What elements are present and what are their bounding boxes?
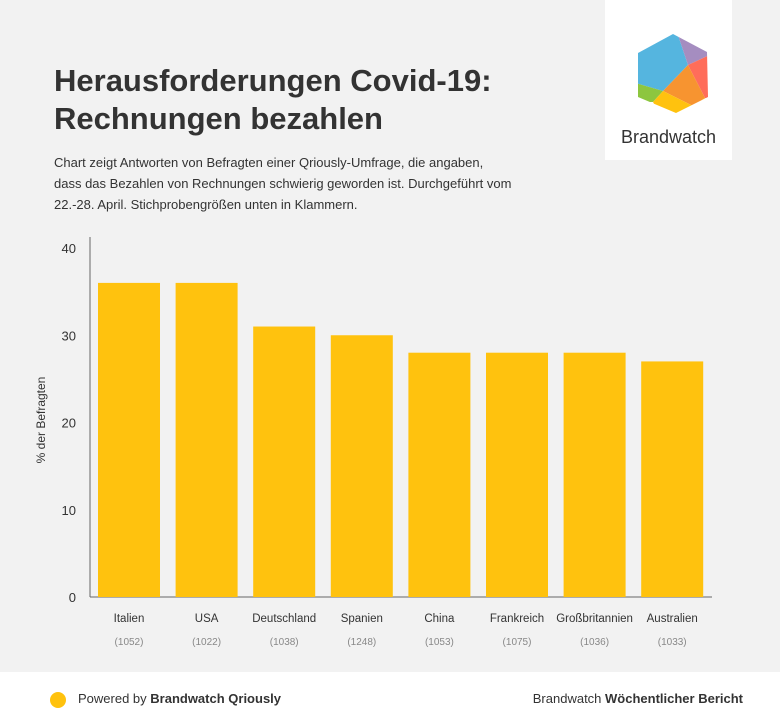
x-tick-label: Frankreich	[490, 613, 544, 625]
bar-usa	[175, 282, 238, 597]
bar-großbritannien	[563, 352, 626, 597]
title-line-1: Herausforderungen Covid-19:	[54, 63, 492, 98]
sample-size-label: (1052)	[115, 637, 144, 648]
y-tick-label: 30	[62, 328, 76, 343]
y-tick-label: 20	[62, 416, 76, 431]
bar-frankreich	[486, 352, 548, 597]
sample-size-label: (1038)	[270, 637, 299, 648]
x-tick-label: China	[424, 613, 455, 625]
weekly-report: Brandwatch Wöchentlicher Bericht	[533, 691, 743, 706]
powered-by: Powered by Brandwatch Qriously	[78, 691, 281, 706]
x-tick-label: USA	[195, 613, 219, 625]
report-prefix: Brandwatch	[532, 691, 606, 706]
report-name: Wöchentlicher Bericht	[605, 691, 743, 706]
y-axis-title: % der Befragten	[34, 377, 48, 464]
sample-size-label: (1036)	[580, 637, 609, 648]
sample-size-label: (1022)	[192, 637, 221, 648]
powered-brand: Brandwatch Qriously	[150, 691, 282, 706]
x-tick-label: Deutschland	[252, 613, 316, 625]
bar-china	[408, 352, 471, 597]
hexagon-logo-icon	[638, 34, 708, 113]
sample-size-label: (1248)	[347, 637, 376, 648]
bar-australien	[641, 361, 704, 597]
bar-chart: 0 10 20 30 40 % der Befragten Italien (1052) USA…	[34, 237, 712, 648]
powered-prefix: Powered by	[78, 691, 151, 706]
footer: Powered by Brandwatch Qriously Brandwatc…	[0, 672, 780, 728]
logo-text: Brandwatch	[620, 127, 717, 147]
sample-size-label: (1033)	[658, 637, 687, 648]
y-tick-label: 40	[62, 241, 76, 256]
page-title: Herausforderungen Covid-19: Rechnungen b…	[54, 62, 492, 138]
sample-size-label: (1053)	[425, 637, 454, 648]
x-tick-label: Großbritannien	[556, 613, 633, 625]
bar-deutschland	[253, 326, 316, 597]
x-tick-label: Australien	[647, 613, 698, 625]
x-tick-label: Italien	[114, 613, 145, 625]
bar-italien	[98, 282, 160, 597]
y-tick-label: 10	[62, 503, 76, 518]
sample-size-label: (1075)	[503, 637, 532, 648]
yellow-dot-icon	[50, 692, 66, 708]
subtitle: Chart zeigt Antworten von Befragten eine…	[54, 155, 512, 212]
y-tick-label: 0	[69, 590, 76, 605]
x-tick-label: Spanien	[341, 613, 383, 625]
title-line-2: Rechnungen bezahlen	[54, 101, 383, 136]
brandwatch-logo: Brandwatch	[605, 0, 732, 160]
bar-spanien	[330, 335, 393, 597]
